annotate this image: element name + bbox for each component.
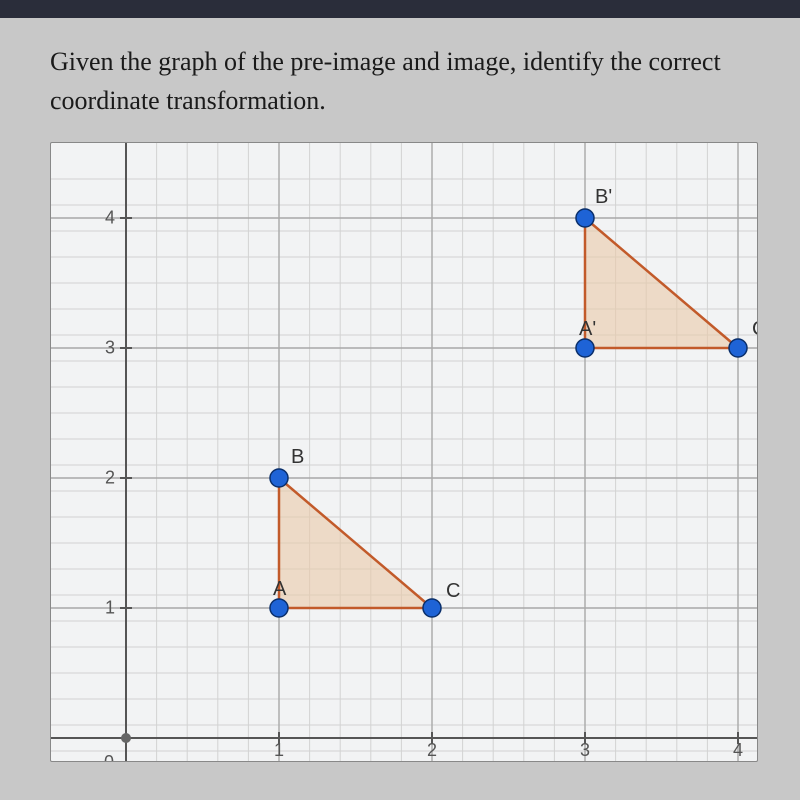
vertex-label-C-prime: C': [752, 318, 758, 341]
y-tick-3: 3: [105, 338, 115, 359]
vertex-label-B: B: [291, 446, 304, 469]
x-tick-1: 1: [274, 740, 284, 761]
x-tick-3: 3: [580, 740, 590, 761]
graph-svg: [51, 143, 758, 762]
content-area: Given the graph of the pre-image and ima…: [0, 18, 800, 762]
question-text: Given the graph of the pre-image and ima…: [50, 42, 762, 120]
x-tick-4: 4: [733, 740, 743, 761]
vertex-label-A-prime: A': [579, 318, 596, 341]
window-top-bar: [0, 0, 800, 18]
x-tick-2: 2: [427, 740, 437, 761]
vertex-label-B-prime: B': [595, 186, 612, 209]
vertex-label-C: C: [446, 580, 460, 603]
vertex-label-A: A: [273, 578, 286, 601]
origin-label: 0: [104, 752, 114, 762]
y-tick-4: 4: [105, 208, 115, 229]
y-tick-1: 1: [105, 598, 115, 619]
y-tick-2: 2: [105, 468, 115, 489]
coordinate-graph: A B C A' B' C' 1 2 3 4 0 1 2 3 4: [50, 142, 758, 762]
